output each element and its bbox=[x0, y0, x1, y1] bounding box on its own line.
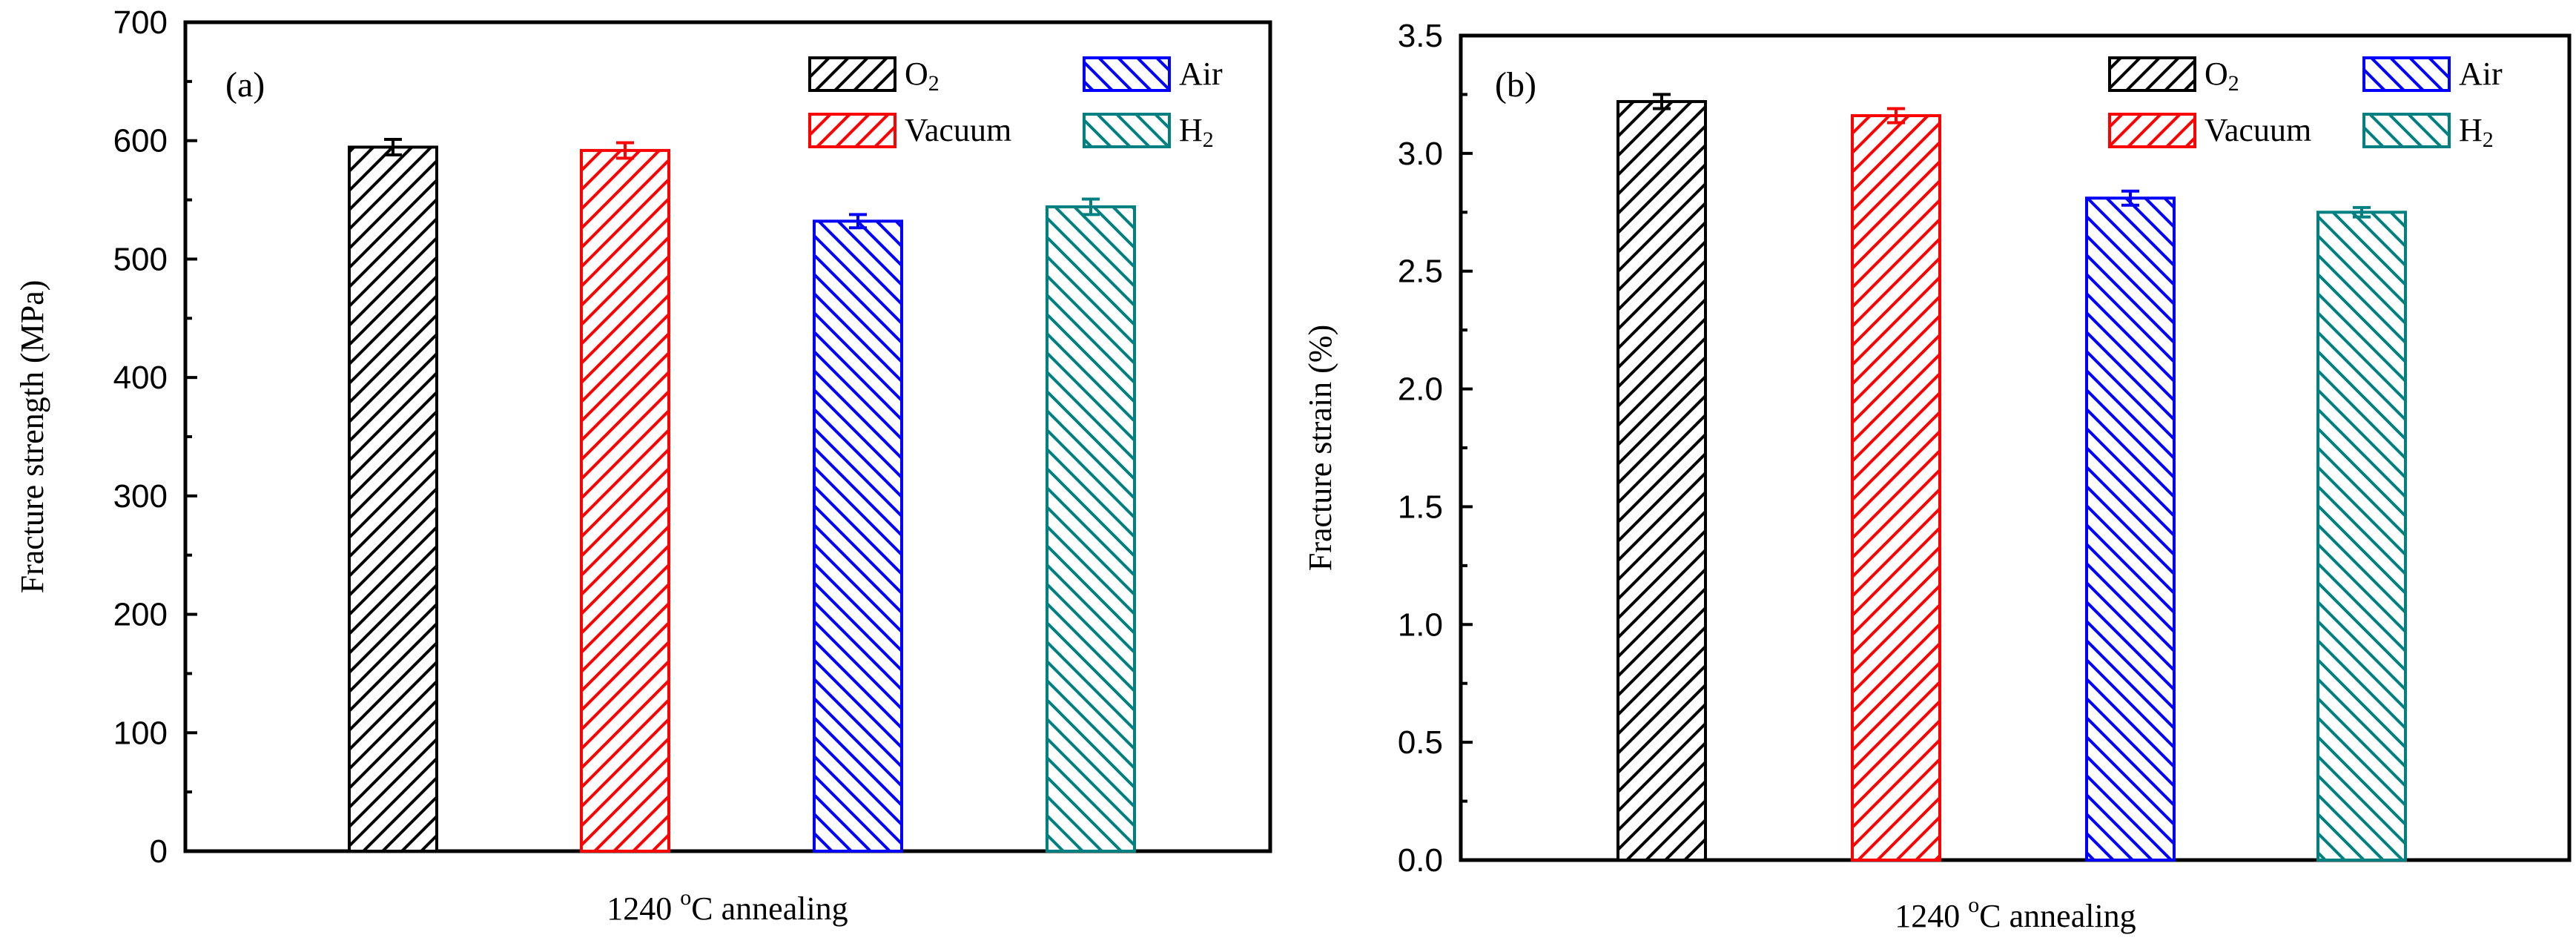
legend-label-base: O bbox=[2205, 56, 2228, 92]
y-tick-label: 3.0 bbox=[1398, 136, 1443, 172]
legend-swatch bbox=[2362, 113, 2451, 148]
legend-label-subscript: 2 bbox=[928, 71, 939, 96]
bar-air bbox=[2085, 196, 2176, 862]
y-tick-label: 700 bbox=[113, 4, 168, 41]
y-tick-label: 1.0 bbox=[1398, 606, 1443, 643]
legend-swatch bbox=[2108, 56, 2196, 92]
legend-label: H2 bbox=[2459, 112, 2494, 152]
y-ticks-b: 0.0 0.5 1.0 1.5 2.0 2.5 3.0 3.5 bbox=[1398, 18, 1473, 879]
y-tick-label: 0 bbox=[150, 833, 168, 870]
x-axis-title-b: 1240 oC annealing bbox=[1895, 893, 2136, 934]
y-tick-label: 3.5 bbox=[1398, 18, 1443, 54]
y-tick-label: 300 bbox=[113, 478, 168, 515]
bar-air bbox=[813, 219, 903, 853]
legend-label-base: Air bbox=[2459, 56, 2503, 92]
legend-label: O2 bbox=[905, 56, 939, 96]
legend-label-base: Vacuum bbox=[2205, 112, 2311, 148]
y-tick-label: 0.5 bbox=[1398, 724, 1443, 761]
legend-label: Vacuum bbox=[2205, 112, 2311, 148]
y-axis-title-b: Fracture strain (%) bbox=[1302, 325, 1338, 571]
x-title-suffix-b: C annealing bbox=[1979, 898, 2136, 934]
y-tick-label: 400 bbox=[113, 360, 168, 396]
x-title-prefix-a: 1240 bbox=[607, 890, 680, 927]
y-tick-label: 200 bbox=[113, 597, 168, 633]
legend-swatch bbox=[2108, 113, 2196, 148]
x-title-degree-a: o bbox=[680, 885, 691, 910]
bars-a bbox=[348, 138, 1136, 853]
y-tick-label: 500 bbox=[113, 241, 168, 277]
legend-swatch bbox=[808, 56, 896, 92]
legend-swatch bbox=[1083, 56, 1171, 92]
y-tick-label: 1.5 bbox=[1398, 489, 1443, 525]
bar-h2 bbox=[1046, 205, 1136, 853]
panel-label-a: (a) bbox=[225, 65, 265, 105]
x-title-degree-b: o bbox=[1968, 893, 1979, 917]
panel-label-b: (b) bbox=[1495, 65, 1536, 105]
y-tick-label: 2.0 bbox=[1398, 371, 1443, 408]
y-tick-label: 100 bbox=[113, 715, 168, 751]
legend-label: O2 bbox=[2205, 56, 2239, 96]
legend-label: Air bbox=[2459, 56, 2503, 92]
legend-label-base: Vacuum bbox=[905, 112, 1011, 148]
x-title-suffix-a: C annealing bbox=[691, 890, 848, 927]
y-axis-title-a: Fracture strength (MPa) bbox=[14, 280, 50, 594]
y-tick-label: 600 bbox=[113, 123, 168, 159]
legend-label: Air bbox=[1179, 56, 1223, 92]
y-tick-label: 2.5 bbox=[1398, 254, 1443, 290]
legend-swatch bbox=[2362, 56, 2451, 92]
y-tick-label: 0.0 bbox=[1398, 842, 1443, 879]
legend-swatch bbox=[1083, 113, 1171, 148]
legend-label: Vacuum bbox=[905, 112, 1011, 148]
legend-label: H2 bbox=[1179, 112, 1214, 152]
panel-b: 0.0 0.5 1.0 1.5 2.0 2.5 3.0 3.5 (b) Fracture st… bbox=[1302, 18, 2572, 934]
legend-swatch bbox=[808, 113, 896, 148]
legend-label-base: H bbox=[1179, 112, 1203, 148]
x-title-prefix-b: 1240 bbox=[1895, 898, 1968, 934]
x-axis-title-a: 1240 oC annealing bbox=[607, 885, 848, 927]
y-ticks-a: 0 100 200 300 400 500 600 700 bbox=[113, 4, 197, 870]
legend-label-subscript: 2 bbox=[1203, 128, 1214, 152]
bars-b bbox=[1616, 93, 2407, 862]
bar-h2 bbox=[2316, 211, 2407, 862]
bar-vacuum bbox=[1851, 114, 1941, 862]
legend-label-base: Air bbox=[1179, 56, 1223, 92]
legend-label-subscript: 2 bbox=[2228, 71, 2239, 96]
legend-label-base: H bbox=[2459, 112, 2483, 148]
bar-vacuum bbox=[580, 148, 670, 853]
legend-label-base: O bbox=[905, 56, 928, 92]
panel-a: 0 100 200 300 400 500 600 700 (a) Fracture stre… bbox=[14, 4, 1272, 927]
bar-o2 bbox=[348, 145, 438, 853]
legend-label-subscript: 2 bbox=[2483, 128, 2494, 152]
bar-o2 bbox=[1616, 99, 1707, 862]
